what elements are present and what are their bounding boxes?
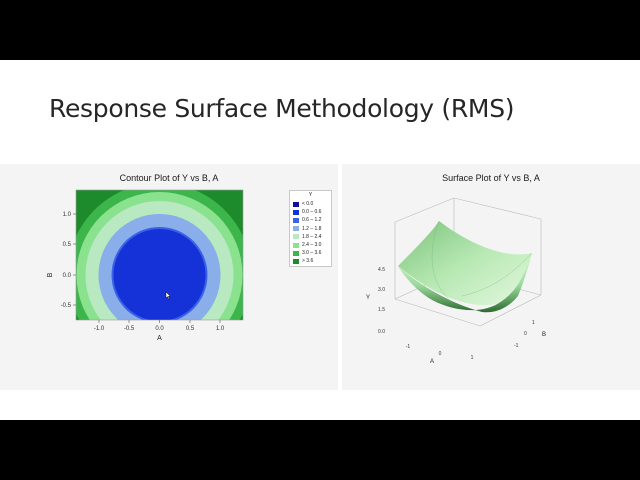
contour-plot-panel: Contour Plot of Y vs B, A bbox=[0, 164, 338, 390]
a-axis-label: A bbox=[430, 359, 434, 365]
legend-item: 0.6 – 1.2 bbox=[290, 216, 331, 224]
y-tick-label: -0.5 bbox=[61, 303, 72, 309]
legend-item: 0.0 – 0.6 bbox=[290, 208, 331, 216]
legend-item: 1.2 – 1.8 bbox=[290, 225, 331, 233]
legend-swatch bbox=[293, 258, 299, 264]
legend-label: 2.4 – 3.0 bbox=[302, 242, 322, 249]
legend-swatch bbox=[293, 242, 299, 248]
legend-item: 3.0 – 3.6 bbox=[290, 249, 331, 257]
z-tick-label: 3.0 bbox=[378, 287, 385, 293]
legend-swatch bbox=[293, 201, 299, 207]
b-tick-label: -1 bbox=[514, 343, 519, 349]
legend-swatch bbox=[293, 250, 299, 256]
x-axis-label: A bbox=[157, 335, 162, 342]
legend-swatch bbox=[293, 217, 299, 223]
legend-label: 0.0 – 0.6 bbox=[302, 209, 322, 216]
legend-item: 1.8 – 2.4 bbox=[290, 233, 331, 241]
a-tick-label: 0 bbox=[439, 351, 442, 357]
x-tick-label: 0.0 bbox=[155, 326, 164, 332]
z-tick-label: 4.5 bbox=[378, 267, 385, 273]
y-axis-label: B bbox=[47, 272, 54, 277]
legend-label: > 3.6 bbox=[302, 258, 314, 265]
legend-label: 3.0 – 3.6 bbox=[302, 250, 322, 257]
contour-legend: Y < 0.0 0.0 – 0.6 0.6 – 1.2 1.2 – 1.8 1.… bbox=[289, 190, 332, 267]
legend-item: 2.4 – 3.0 bbox=[290, 241, 331, 249]
surface-plot-svg: 4.5 3.0 1.5 0.0 Y -1 0 1 A 1 0 -1 B bbox=[366, 197, 546, 365]
contour-plot-svg: -1.0 -0.5 0.0 0.5 1.0 1.0 0.5 0.0 -0.5 A… bbox=[47, 189, 244, 342]
x-tick-label: 1.0 bbox=[216, 326, 225, 332]
b-tick-label: 1 bbox=[532, 320, 535, 326]
z-axis-label: Y bbox=[366, 295, 370, 301]
slide-title: Response Surface Methodology (RMS) bbox=[49, 94, 515, 123]
contour-band-0.0-0.6 bbox=[113, 229, 206, 320]
z-tick-label: 1.5 bbox=[378, 307, 385, 313]
legend-swatch bbox=[293, 209, 299, 215]
legend-title: Y bbox=[308, 192, 313, 198]
x-tick-label: -1.0 bbox=[94, 326, 105, 332]
legend-label: 0.6 – 1.2 bbox=[302, 217, 322, 224]
legend-label: 1.2 – 1.8 bbox=[302, 225, 322, 232]
legend-label: 1.8 – 2.4 bbox=[302, 233, 322, 240]
surface-plot-panel: Surface Plot of Y vs B, A bbox=[342, 164, 640, 390]
surface-mesh-front bbox=[398, 253, 532, 313]
a-tick-label: -1 bbox=[406, 344, 411, 350]
legend-swatch bbox=[293, 234, 299, 240]
mouse-cursor-icon bbox=[165, 291, 171, 300]
legend-item: < 0.0 bbox=[290, 200, 331, 208]
contour-plot-title: Contour Plot of Y vs B, A bbox=[119, 173, 219, 183]
surface-plot-title: Surface Plot of Y vs B, A bbox=[442, 173, 540, 183]
y-tick-label: 1.0 bbox=[63, 212, 72, 218]
z-tick-label: 0.0 bbox=[378, 329, 385, 335]
legend-item: > 3.6 bbox=[290, 257, 331, 265]
b-axis-label: B bbox=[542, 332, 546, 338]
y-tick-label: 0.5 bbox=[63, 242, 72, 248]
x-tick-label: -0.5 bbox=[124, 326, 135, 332]
b-tick-label: 0 bbox=[524, 331, 527, 337]
surface-mesh-back bbox=[398, 221, 532, 306]
legend-swatch bbox=[293, 226, 299, 232]
a-tick-label: 1 bbox=[471, 355, 474, 361]
legend-label: < 0.0 bbox=[302, 201, 314, 208]
y-tick-label: 0.0 bbox=[63, 273, 72, 279]
x-tick-label: 0.5 bbox=[186, 326, 195, 332]
slide: Response Surface Methodology (RMS) Conto… bbox=[0, 60, 640, 420]
